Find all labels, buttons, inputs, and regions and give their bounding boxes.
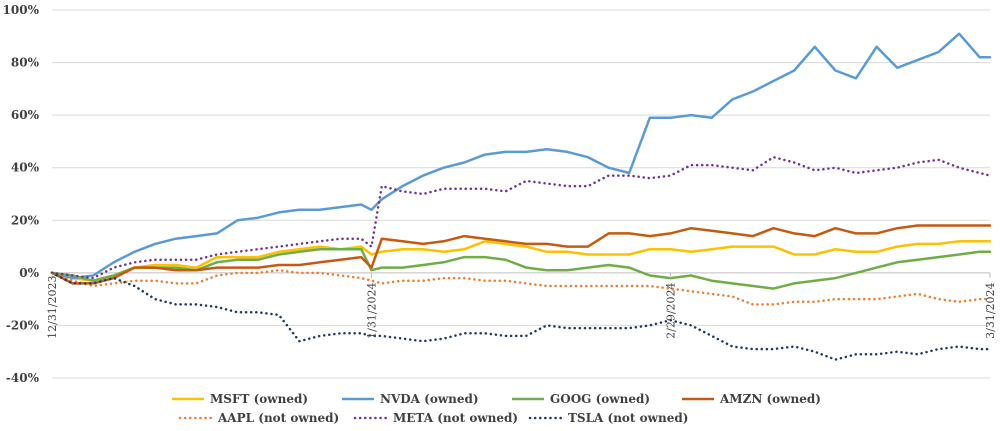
y-tick-label: -40% xyxy=(6,371,40,385)
y-tick-label: 20% xyxy=(11,213,40,227)
series-line-amzn xyxy=(50,224,992,285)
legend: MSFT (owned) NVDA (owned) GOOG (owned) AMZN… xyxy=(172,392,821,425)
x-tick-label: 3/31/2024 xyxy=(984,282,997,338)
legend-label: META (not owned) xyxy=(393,411,518,425)
y-tick-label: 40% xyxy=(11,161,40,175)
legend-label: AMZN (owned) xyxy=(719,392,821,406)
gridlines xyxy=(52,9,990,379)
legend-label: NVDA (owned) xyxy=(380,392,479,406)
y-tick-label: 60% xyxy=(11,108,40,122)
series-line-aapl xyxy=(50,268,992,306)
series-line-meta xyxy=(50,155,992,280)
legend-label: TSLA (not owned) xyxy=(568,411,688,425)
y-tick-label: 80% xyxy=(11,56,40,70)
y-axis-ticks: -40% -20% 0% 20% 40% 60% 80% 100% xyxy=(3,3,40,385)
series-line-goog xyxy=(50,247,992,290)
y-tick-label: 0% xyxy=(19,266,39,280)
x-tick-label: 2/29/2024 xyxy=(664,282,677,338)
legend-label: MSFT (owned) xyxy=(210,392,308,406)
legend-label: GOOG (owned) xyxy=(550,392,650,406)
x-axis-ticks: 12/31/2023 1/31/2024 2/29/2024 3/31/2024 xyxy=(46,272,997,339)
x-tick-label: 1/31/2024 xyxy=(366,282,379,338)
series-lines xyxy=(50,32,992,361)
y-tick-label: 100% xyxy=(3,3,40,17)
y-tick-label: -20% xyxy=(6,318,40,332)
legend-label: AAPL (not owned) xyxy=(217,411,339,425)
x-tick-label: 12/31/2023 xyxy=(46,275,59,338)
series-line-nvda xyxy=(50,32,992,280)
series-line-msft xyxy=(50,240,992,282)
series-line-tsla xyxy=(50,271,992,361)
